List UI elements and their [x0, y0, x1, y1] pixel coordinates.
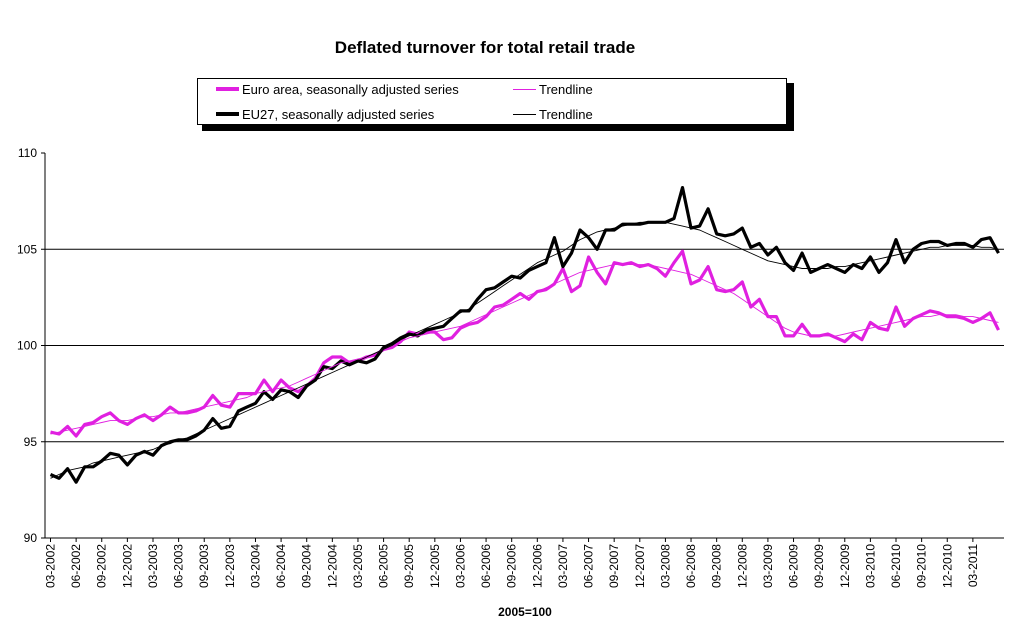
- x-tick-label: 09-2002: [95, 544, 109, 588]
- x-tick-label: 06-2007: [582, 544, 596, 588]
- series-euro-area: [50, 249, 1000, 438]
- legend-label-eu27: EU27, seasonally adjusted series: [242, 106, 435, 122]
- x-tick-label: 06-2010: [889, 544, 903, 588]
- x-tick-label: 06-2002: [69, 544, 83, 588]
- x-tick-label: 03-2005: [351, 544, 365, 588]
- x-axis-label: 2005=100: [498, 605, 552, 619]
- legend-swatch-eu27: [216, 112, 239, 116]
- x-tick-label: 03-2003: [146, 544, 160, 588]
- y-tick-label: 110: [18, 146, 37, 160]
- legend-swatch-eu27-trendline: [513, 113, 536, 115]
- x-axis-ticks: 03-2002 06-2002 09-2002 12-2002 03-2003 06-20…: [44, 538, 980, 588]
- y-tick-label: 95: [24, 435, 38, 449]
- gridlines: [45, 248, 1004, 443]
- x-tick-label: 12-2010: [940, 544, 954, 588]
- x-tick-label: 03-2007: [556, 544, 570, 588]
- x-tick-label: 12-2006: [530, 544, 544, 588]
- x-tick-label: 12-2008: [735, 544, 749, 588]
- trendline-eu27: [50, 221, 999, 479]
- x-tick-label: 09-2008: [710, 544, 724, 588]
- y-tick-label: 90: [24, 531, 38, 545]
- x-tick-label: 09-2009: [812, 544, 826, 588]
- x-tick-label: 09-2007: [607, 544, 621, 588]
- legend-item-euro-area: Euro area, seasonally adjusted series: [216, 79, 459, 99]
- x-tick-label: 03-2008: [658, 544, 672, 588]
- x-tick-label: 06-2005: [377, 544, 391, 588]
- legend-item-eu27-trendline: Trendline: [513, 104, 593, 124]
- series-eu27: [49, 186, 1000, 484]
- x-tick-label: 06-2004: [274, 544, 288, 588]
- x-tick-label: 06-2009: [787, 544, 801, 588]
- x-tick-label: 09-2005: [402, 544, 416, 588]
- y-axis-ticks: 90 95 100 105 110: [17, 146, 45, 545]
- x-tick-label: 03-2004: [248, 544, 262, 588]
- x-tick-label: 03-2006: [453, 544, 467, 588]
- x-tick-label: 06-2008: [684, 544, 698, 588]
- x-tick-label: 12-2007: [633, 544, 647, 588]
- legend-swatch-euro-area: [216, 87, 239, 91]
- legend-label-euro-area: Euro area, seasonally adjusted series: [242, 81, 459, 97]
- chart-title: Deflated turnover for total retail trade: [334, 38, 636, 57]
- x-tick-label: 09-2004: [300, 544, 314, 588]
- x-tick-label: 09-2006: [505, 544, 519, 588]
- legend-label-euro-trendline: Trendline: [539, 81, 593, 97]
- x-tick-label: 12-2004: [325, 544, 339, 588]
- legend-label-eu27-trendline: Trendline: [539, 106, 593, 122]
- x-tick-label: 09-2003: [197, 544, 211, 588]
- x-tick-label: 03-2002: [44, 544, 58, 588]
- x-tick-label: 09-2010: [915, 544, 929, 588]
- x-tick-label: 12-2009: [838, 544, 852, 588]
- x-tick-label: 06-2006: [479, 544, 493, 588]
- legend: Euro area, seasonally adjusted series Tr…: [197, 78, 787, 125]
- x-tick-label: 03-2009: [761, 544, 775, 588]
- x-tick-label: 03-2010: [863, 544, 877, 588]
- x-tick-label: 12-2005: [428, 544, 442, 588]
- x-tick-label: 12-2002: [120, 544, 134, 588]
- legend-swatch-euro-trendline: [513, 88, 536, 90]
- y-tick-label: 100: [17, 339, 37, 353]
- y-tick-label: 105: [17, 242, 37, 256]
- legend-item-euro-trendline: Trendline: [513, 79, 593, 99]
- x-tick-label: 12-2003: [223, 544, 237, 588]
- x-tick-label: 06-2003: [172, 544, 186, 588]
- series-layer: [49, 186, 1000, 484]
- legend-item-eu27: EU27, seasonally adjusted series: [216, 104, 434, 124]
- trendline-euro-area: [50, 264, 999, 435]
- x-tick-label: 03-2011: [966, 544, 980, 587]
